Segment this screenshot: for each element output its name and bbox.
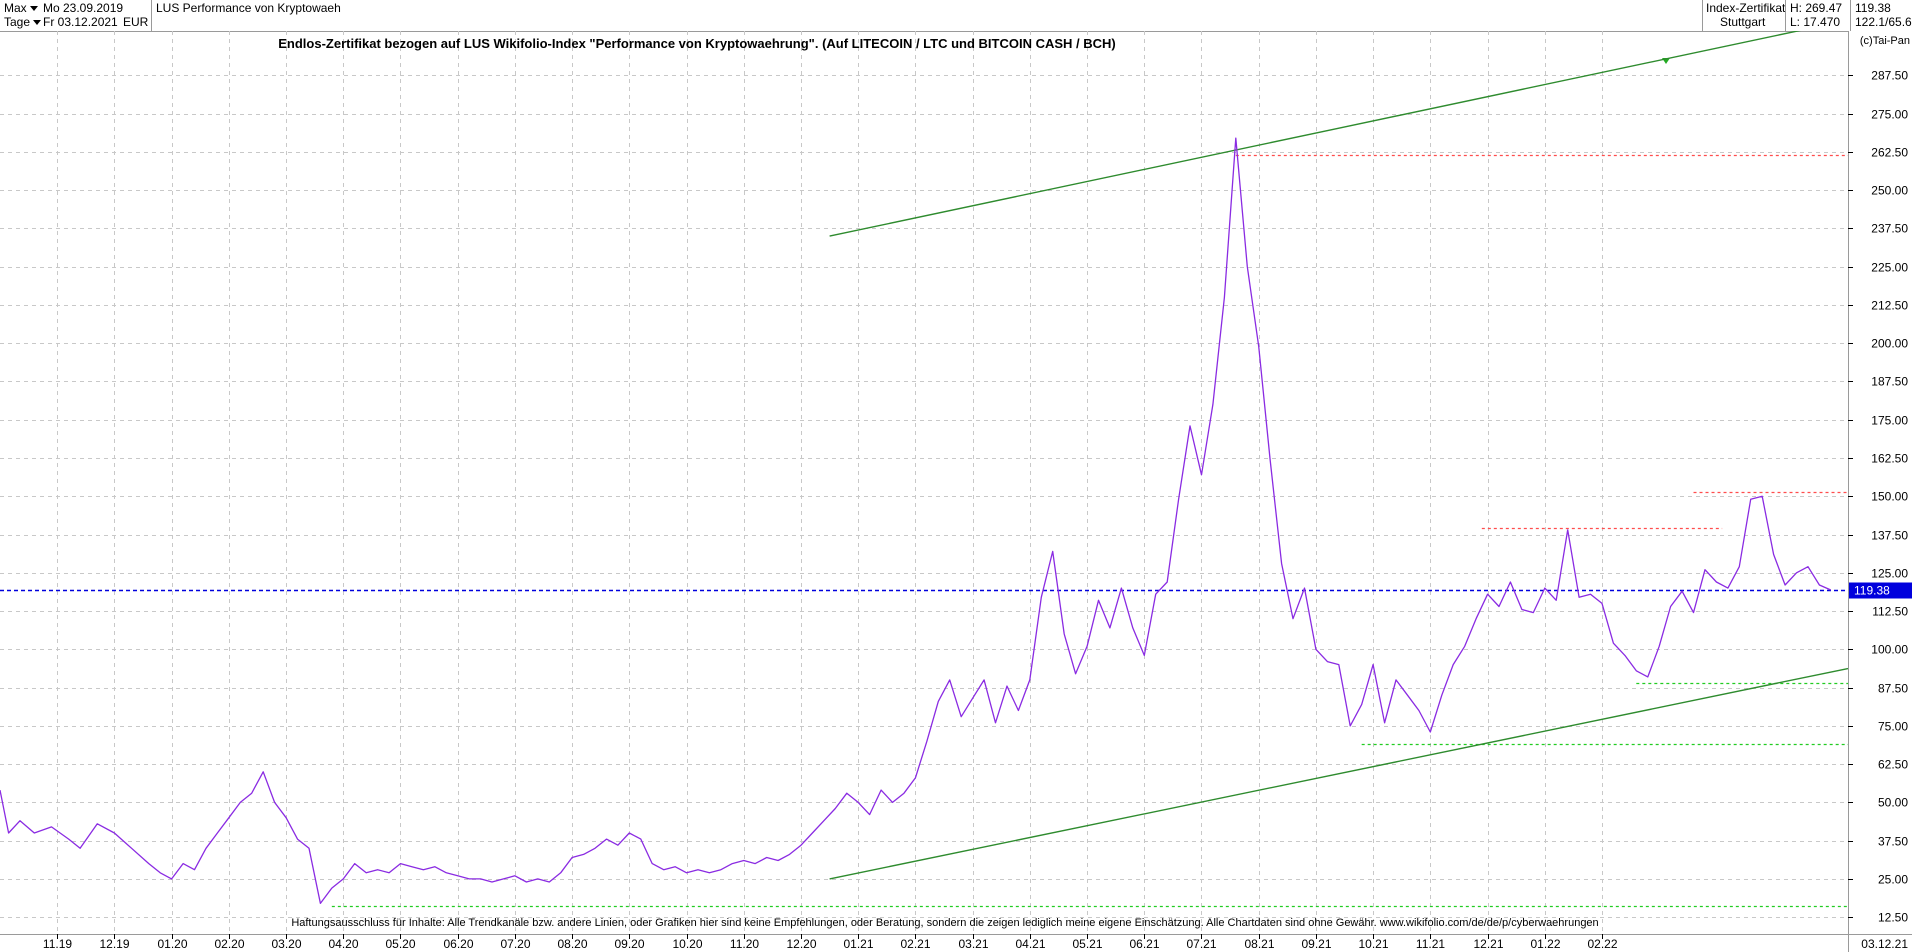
y-tick-label: 75.00: [1878, 720, 1908, 734]
copyright-label: (c)Tai-Pan: [1860, 35, 1910, 47]
x-tick-label: 12.21: [1473, 937, 1503, 951]
y-axis-panel: [1848, 31, 1912, 952]
trendline: [829, 667, 1849, 880]
end-date: Fr 03.12.2021: [43, 15, 118, 29]
chevron-down-icon: [33, 20, 42, 26]
y-tick-label: 262.50: [1871, 146, 1908, 160]
y-tick-label: 275.00: [1871, 108, 1908, 122]
period-selector[interactable]: Max: [4, 1, 38, 16]
instrument-type: Index-Zertifikat: [1706, 1, 1786, 15]
price-chart[interactable]: 12.50 25.00 37.50 50.00 62.50 75.00 87.50 100.0…: [0, 31, 1912, 952]
x-tick-label: 11.20: [730, 937, 759, 951]
x-tick-label: 09.20: [614, 937, 644, 951]
start-date: Mo 23.09.2019: [43, 1, 124, 15]
y-tick-label: 237.50: [1871, 222, 1908, 236]
chart-grid: [0, 31, 1848, 934]
chart-header: Max Tage Mo 23.09.2019 Fr 03.12.2021 EUR…: [0, 0, 1912, 32]
trendline: [829, 31, 1801, 237]
y-tick-label: 187.50: [1871, 375, 1908, 389]
x-tick-label: 12.19: [99, 937, 129, 951]
x-tick-label: 12.20: [786, 937, 816, 951]
x-tick-label: 11.19: [43, 937, 72, 951]
x-tick-label: 02.20: [214, 937, 244, 951]
price-line: [0, 137, 1832, 905]
interval-selector[interactable]: Tage: [4, 15, 42, 30]
y-tick-label: 225.00: [1871, 261, 1908, 275]
disclaimer-text: Haftungsausschluss für Inhalte: Alle Tre…: [291, 917, 1598, 929]
x-tick-label: 03.20: [271, 937, 301, 951]
interval-selector-label: Tage: [4, 15, 31, 29]
y-tick-label: 175.00: [1871, 414, 1908, 428]
y-tick-label: 200.00: [1871, 337, 1908, 351]
y-tick-label: 25.00: [1878, 873, 1908, 887]
y-tick-label: 100.00: [1871, 643, 1908, 657]
x-tick-label: 11.21: [1416, 937, 1445, 951]
y-tick-label: 62.50: [1878, 758, 1908, 772]
chart-title: Endlos-Zertifikat bezogen auf LUS Wikifo…: [278, 36, 1116, 51]
current-price-badge: [1849, 582, 1912, 599]
y-tick-label: 12.50: [1878, 911, 1908, 925]
x-tick-label: 09.21: [1301, 937, 1331, 951]
header-divider: [151, 0, 152, 31]
x-tick-label: 03.21: [958, 937, 988, 951]
x-tick-label: 10.21: [1358, 937, 1388, 951]
y-tick-label: 137.50: [1871, 529, 1908, 543]
trend-channel: [829, 31, 1849, 880]
x-tick-label: 07.21: [1186, 937, 1216, 951]
x-tick-label: 05.20: [385, 937, 415, 951]
x-tick-label: 02.21: [900, 937, 930, 951]
x-tick-label: 02.22: [1587, 937, 1617, 951]
x-tick-label: 08.21: [1244, 937, 1274, 951]
current-price-label: 119.38: [1854, 584, 1890, 598]
x-tick-label: 07.20: [500, 937, 530, 951]
price-range: 122.1/65.6: [1855, 15, 1912, 29]
horizontal-levels: [0, 154, 1848, 908]
y-tick-label: 150.00: [1871, 490, 1908, 504]
exchange-label: Stuttgart: [1720, 15, 1766, 29]
y-tick-label: 87.50: [1878, 682, 1908, 696]
x-tick-label: 06.21: [1129, 937, 1159, 951]
x-tick-label: 01.21: [843, 937, 873, 951]
x-tick-label: 05.21: [1072, 937, 1102, 951]
header-divider: [1850, 0, 1851, 31]
y-tick-label: 112.50: [1872, 605, 1908, 619]
price-series: [0, 137, 1832, 905]
x-axis: 11.19 12.19 01.20 02.20 03.20 04.20 05.20 06.20…: [0, 934, 1912, 951]
low-value: L: 17.470: [1790, 15, 1841, 29]
y-tick-label: 250.00: [1871, 184, 1908, 198]
header-divider: [1702, 0, 1703, 31]
x-tick-label: 04.20: [328, 937, 358, 951]
chevron-down-icon: [29, 6, 38, 12]
y-tick-label: 287.50: [1871, 69, 1908, 83]
currency-label: EUR: [123, 15, 149, 29]
y-tick-label: 125.00: [1871, 567, 1908, 581]
instrument-name: LUS Performance von Kryptowaeh: [156, 1, 341, 15]
y-tick-label: 37.50: [1878, 835, 1908, 849]
y-tick-label: 50.00: [1878, 796, 1908, 810]
y-tick-label: 162.50: [1871, 452, 1908, 466]
header-divider: [1785, 0, 1786, 31]
x-tick-label: 04.21: [1015, 937, 1045, 951]
x-tick-label: 01.20: [157, 937, 187, 951]
high-value: H: 269.47: [1790, 1, 1843, 15]
x-tick-label: 10.20: [672, 937, 702, 951]
y-tick-label: 212.50: [1871, 299, 1908, 313]
period-selector-label: Max: [4, 1, 27, 15]
x-tick-label: 08.20: [557, 937, 587, 951]
x-end-date-label: 03.12.21: [1861, 937, 1908, 951]
x-tick-label: 06.20: [443, 937, 473, 951]
y-axis: 12.50 25.00 37.50 50.00 62.50 75.00 87.50 100.0…: [1848, 31, 1912, 952]
x-tick-label: 01.22: [1530, 937, 1560, 951]
last-price: 119.38: [1855, 1, 1891, 15]
